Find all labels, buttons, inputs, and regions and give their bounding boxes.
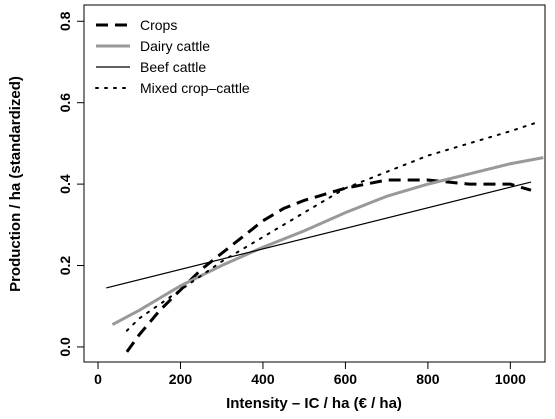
legend-label: Mixed crop–cattle	[140, 80, 250, 96]
series-line	[106, 181, 532, 289]
x-tick-label: 600	[334, 371, 358, 387]
series-line	[111, 156, 544, 326]
x-tick-label: 400	[251, 371, 275, 387]
y-tick-label: 0.0	[57, 337, 73, 357]
plot-frame	[83, 4, 546, 363]
legend-label: Beef cattle	[140, 59, 206, 75]
y-tick-label: 0.2	[57, 256, 73, 276]
x-tick-label: 800	[416, 371, 440, 387]
y-axis-label: Production / ha (standardized)	[7, 76, 24, 292]
x-tick-label: 1000	[495, 371, 526, 387]
legend-label: Crops	[140, 17, 177, 33]
legend-label: Dairy cattle	[140, 38, 210, 54]
y-tick-label: 0.6	[57, 93, 73, 113]
x-tick-label: 0	[94, 371, 102, 387]
x-tick-label: 200	[169, 371, 193, 387]
series-line	[125, 178, 532, 353]
y-tick-label: 0.4	[57, 174, 73, 194]
y-tick-label: 0.8	[57, 11, 73, 31]
series-line	[125, 122, 537, 332]
x-axis-label: Intensity – IC / ha (€ / ha)	[226, 395, 402, 412]
